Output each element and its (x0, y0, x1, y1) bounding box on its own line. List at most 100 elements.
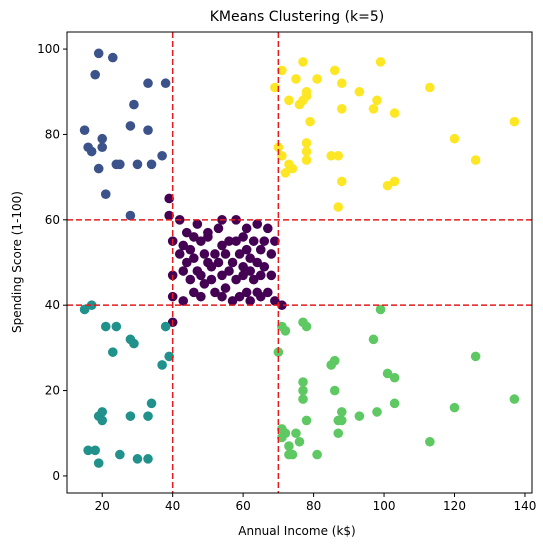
cluster-2-point (79, 304, 90, 315)
cluster-3-point (336, 407, 347, 417)
x-axis: 20 40 60 80 100 120 140 (95, 493, 537, 513)
cluster-0-point (245, 253, 255, 264)
plot-frame (66, 31, 533, 494)
cluster-3-point (389, 372, 400, 383)
cluster-4-point (389, 176, 400, 187)
cluster-1-point (129, 99, 139, 110)
x-tick-label: 60 (235, 499, 250, 513)
cluster-4-point (372, 95, 382, 106)
cluster-1-point (93, 48, 104, 59)
cluster-0-point (213, 257, 224, 268)
cluster-0-point (164, 210, 174, 221)
cluster-3-point (333, 428, 344, 439)
cluster-2-point (129, 338, 139, 349)
cluster-2-point (157, 360, 167, 370)
cluster-0-point (189, 253, 199, 264)
cluster-1-point (125, 210, 136, 221)
cluster-4-point (280, 168, 291, 178)
cluster-0-point (196, 236, 206, 246)
cluster-4-point (389, 108, 400, 118)
cluster-0-point (178, 296, 189, 306)
cluster-0-point (245, 296, 255, 306)
cluster-0-point (248, 274, 259, 285)
cluster-0-point (217, 270, 227, 281)
cluster-4-point (277, 65, 287, 76)
cluster-4-point (336, 176, 347, 187)
cluster-0-point (192, 219, 203, 229)
cluster-2-point (90, 445, 100, 456)
cluster-0-point (227, 296, 238, 306)
cluster-2-point (146, 398, 157, 409)
x-tick-label: 120 (443, 499, 466, 513)
cluster-2-point (115, 449, 125, 460)
cluster-1-point (143, 78, 153, 89)
cluster-3-point (301, 321, 312, 332)
cluster-0-point (255, 244, 266, 255)
x-tick-label: 140 (514, 499, 537, 513)
cluster-4-point (470, 155, 481, 165)
y-tick-label: 80 (45, 127, 60, 141)
y-tick-label: 60 (45, 213, 60, 227)
data-points (79, 48, 520, 468)
cluster-3-point (312, 449, 322, 460)
cluster-2-point (100, 321, 111, 332)
y-tick-label: 40 (45, 298, 60, 312)
cluster-0-point (270, 236, 280, 246)
cluster-4-point (298, 57, 308, 67)
cluster-0-point (266, 249, 277, 259)
reference-lines (67, 32, 532, 493)
cluster-4-point (449, 133, 460, 144)
cluster-0-point (185, 244, 196, 255)
cluster-3-point (375, 304, 386, 315)
cluster-0-point (217, 291, 227, 302)
cluster-3-point (287, 449, 298, 460)
cluster-4-point (382, 180, 393, 191)
cluster-1-point (115, 159, 125, 170)
cluster-3-point (298, 385, 308, 396)
cluster-4-point (301, 138, 312, 148)
cluster-3-point (280, 428, 291, 439)
cluster-0-point (266, 270, 277, 281)
cluster-1-point (90, 69, 100, 80)
cluster-0-point (231, 215, 241, 225)
cluster-0-point (262, 223, 273, 234)
cluster-0-point (227, 257, 238, 268)
cluster-3-point (291, 428, 301, 439)
cluster-4-point (301, 91, 312, 101)
x-tick-label: 40 (165, 499, 180, 513)
cluster-4-point (368, 104, 379, 114)
cluster-0-point (210, 287, 220, 298)
cluster-2-point (143, 411, 153, 421)
cluster-3-point (425, 436, 435, 447)
cluster-2-point (143, 454, 153, 464)
cluster-3-point (294, 436, 305, 447)
y-tick-label: 100 (37, 42, 60, 56)
cluster-4-point (329, 65, 340, 76)
cluster-0-point (199, 249, 210, 259)
cluster-4-point (336, 104, 347, 114)
cluster-1-point (132, 159, 143, 170)
cluster-0-point (255, 270, 266, 281)
cluster-3-point (470, 351, 481, 362)
cluster-2-point (83, 445, 93, 456)
cluster-0-point (238, 270, 248, 281)
cluster-1-point (143, 125, 153, 135)
cluster-3-point (329, 355, 340, 366)
x-tick-label: 20 (95, 499, 110, 513)
cluster-0-point (217, 240, 227, 251)
x-tick-label: 80 (306, 499, 321, 513)
cluster-0-point (245, 266, 255, 276)
cluster-0-point (206, 261, 217, 272)
cluster-2-point (86, 300, 97, 310)
cluster-0-point (181, 257, 192, 268)
cluster-4-point (284, 95, 294, 106)
cluster-0-point (224, 266, 234, 276)
cluster-3-point (382, 368, 393, 379)
cluster-4-point (312, 74, 322, 84)
cluster-0-point (259, 261, 270, 272)
cluster-1-point (100, 189, 111, 200)
y-tick-label: 0 (52, 469, 60, 483)
cluster-0-point (174, 249, 185, 259)
cluster-0-point (196, 291, 206, 302)
cluster-0-point (234, 249, 245, 259)
